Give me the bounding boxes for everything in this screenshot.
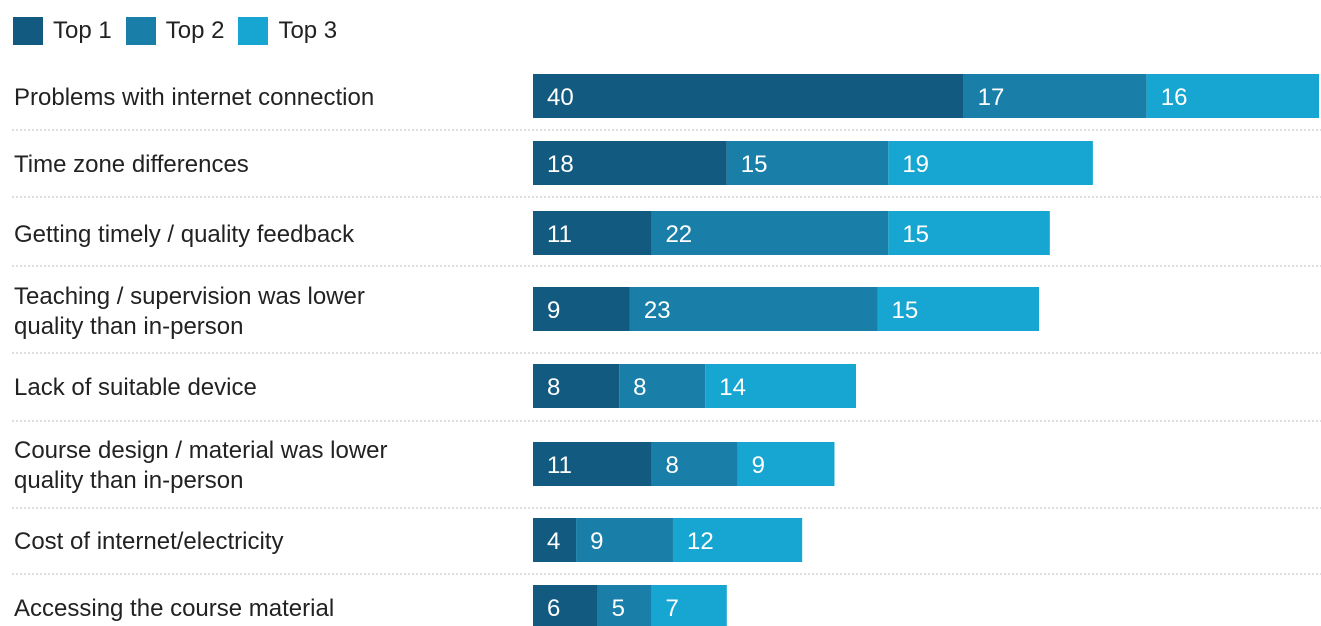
category-label: Cost of internet/electricity: [14, 528, 283, 555]
bar-value-label: 7: [665, 595, 678, 622]
bar-top-3: [651, 585, 727, 626]
category-label: Course design / material was lower qualit…: [14, 437, 388, 494]
bar-value-label: 18: [547, 151, 574, 178]
category-label: Time zone differences: [14, 151, 249, 178]
bar-top-1: [533, 518, 577, 562]
bar-top-2: [651, 442, 738, 486]
legend-swatch-top-3: [238, 17, 269, 45]
bar-value-label: 8: [547, 374, 560, 401]
legend: Top 1 Top 2 Top 3: [13, 16, 351, 46]
bar-top-3: [877, 287, 1040, 331]
category-label: Teaching / supervision was lower quality …: [14, 283, 365, 340]
category-label: Accessing the course material: [14, 595, 334, 622]
legend-swatch-top-2: [125, 17, 156, 45]
bar-top-2: [629, 287, 878, 331]
bar-value-label: 11: [547, 452, 572, 479]
legend-label-top-1: Top 1: [53, 17, 112, 44]
bar-top-1: [533, 141, 727, 185]
bar-value-label: 40: [547, 84, 574, 111]
bar-top-2: [576, 518, 673, 562]
bar-value-label: 6: [547, 595, 560, 622]
bar-value-label: 9: [752, 452, 765, 479]
bar-value-label: 22: [665, 221, 692, 248]
bar-top-1: [533, 74, 964, 118]
bar-value-label: 12: [687, 528, 714, 555]
bar-top-2: [726, 141, 889, 185]
category-label: Problems with internet connection: [14, 84, 374, 111]
bar-top-2: [651, 211, 889, 255]
category-label: Getting timely / quality feedback: [14, 221, 355, 248]
bar-value-label: 16: [1161, 84, 1188, 111]
bar-value-label: 14: [719, 374, 746, 401]
bar-value-label: 8: [665, 452, 678, 479]
bar-top-3: [737, 442, 835, 486]
bar-value-label: 4: [547, 528, 560, 555]
bar-value-label: 15: [902, 221, 929, 248]
bar-top-3: [888, 141, 1093, 185]
bar-value-label: 19: [902, 151, 929, 178]
bar-top-1: [533, 442, 652, 486]
bar-value-label: 5: [612, 595, 625, 622]
legend-item-top-1: Top 1: [13, 17, 112, 45]
legend-item-top-2: Top 2: [125, 17, 225, 45]
legend-item-top-3: Top 3: [238, 17, 337, 45]
bar-top-3: [705, 364, 857, 408]
bar-value-label: 11: [547, 221, 572, 248]
bar-top-1: [533, 287, 630, 331]
bar-top-1: [533, 585, 598, 626]
bar-top-1: [533, 211, 652, 255]
bar-top-3: [1146, 74, 1319, 118]
bar-value-label: 8: [633, 374, 646, 401]
bar-value-label: 23: [644, 297, 671, 324]
legend-label-top-3: Top 3: [278, 17, 338, 44]
bar-top-1: [533, 364, 620, 408]
bar-top-3: [672, 518, 803, 562]
legend-label-top-2: Top 2: [165, 17, 225, 44]
bar-top-2: [619, 364, 706, 408]
bar-value-label: 15: [892, 297, 919, 324]
bar-top-2: [963, 74, 1147, 118]
bar-top-3: [888, 211, 1050, 255]
bar-value-label: 15: [741, 151, 768, 178]
bar-top-2: [597, 585, 652, 626]
bar-value-label: 9: [590, 528, 603, 555]
legend-swatch-top-1: [13, 17, 43, 45]
bar-value-label: 9: [547, 297, 560, 324]
category-label: Lack of suitable device: [14, 374, 257, 401]
bar-value-label: 17: [978, 84, 1005, 111]
